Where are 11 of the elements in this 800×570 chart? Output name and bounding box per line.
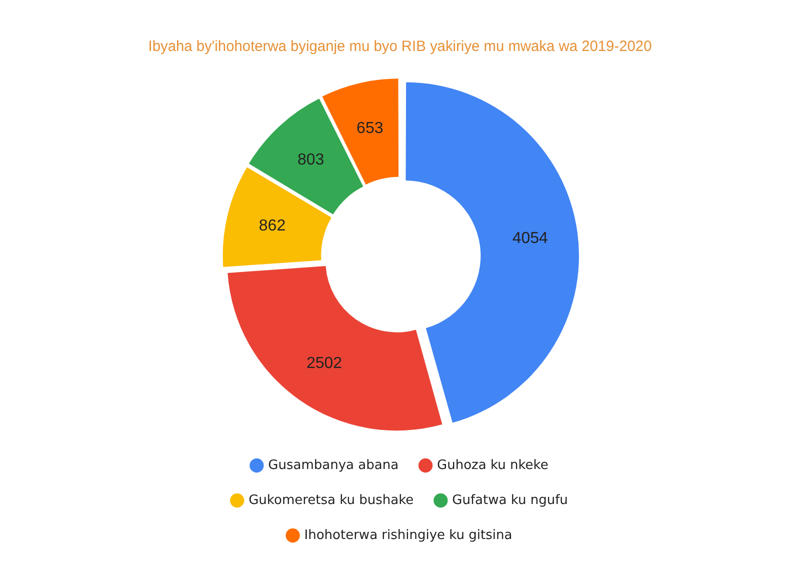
data-label: 653 [356, 120, 384, 138]
data-label: 803 [297, 152, 324, 168]
legend-label: Gufatwa ku ngufu [452, 492, 568, 508]
legend-label: Gusambanya abana [268, 458, 399, 473]
legend-label: Gukomeretsa ku bushake [248, 492, 414, 508]
data-label: 862 [258, 217, 286, 234]
data-label: 4054 [512, 230, 548, 248]
data-label: 2502 [306, 355, 342, 372]
legend-label: Guhoza ku nkeke [437, 458, 548, 473]
chart-title: Ibyaha by'ihohoterwa byiganje mu byo RIB yakiriye mu mwaka wa 2019-2020 [148, 39, 652, 56]
legend-label: Ihohoterwa rishingiye ku gitsina [304, 528, 512, 543]
